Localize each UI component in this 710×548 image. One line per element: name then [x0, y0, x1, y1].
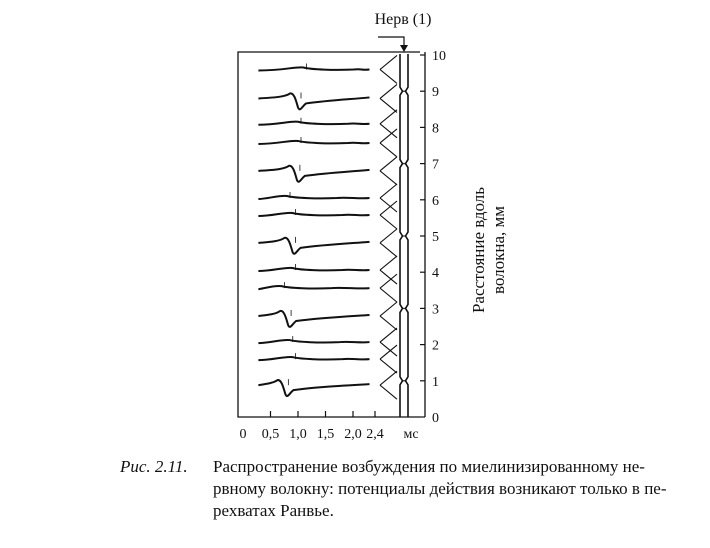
electrode	[379, 255, 398, 285]
y-tick-label: 5	[432, 230, 439, 245]
nerve-conduction-figure: Нерв (1) 0 0,5 1,0 1,5 2,0 2,4 0 1 2 3 4 5 6 7 8 9 10 м…	[237, 11, 508, 442]
electrode	[379, 200, 398, 230]
fiber-membrane-right	[404, 54, 409, 417]
action-potential-trace	[258, 92, 370, 111]
action-potential-trace	[258, 309, 370, 328]
node-of-ranvier	[403, 380, 405, 382]
electrode	[379, 183, 398, 213]
nerve-label: Нерв (1)	[375, 11, 432, 28]
x-tick-label: 1,0	[289, 427, 307, 442]
caption-line-3: рехватах Ранвье.	[213, 501, 334, 520]
recording-electrodes	[379, 55, 398, 400]
y-tick-label: 8	[432, 121, 439, 136]
action-potential-trace	[258, 120, 370, 126]
y-tick-label: 10	[432, 49, 446, 64]
action-potential-trace	[258, 164, 370, 183]
action-potential-trace	[258, 338, 370, 345]
y-tick-label: 2	[432, 339, 439, 354]
y-tick-label: 0	[432, 411, 439, 426]
action-potential-trace	[258, 194, 370, 200]
electrode	[379, 84, 398, 113]
action-potential-trace	[258, 236, 370, 255]
fiber-membrane-left	[399, 54, 404, 417]
x-tick-label: 2,0	[344, 427, 362, 442]
electrode	[379, 327, 398, 357]
electrode	[379, 128, 398, 158]
electrode	[379, 55, 398, 84]
caption-line-1: Распространение возбуждения по миелинизи…	[213, 457, 645, 476]
action-potential-trace	[258, 355, 370, 362]
electrode	[379, 109, 398, 139]
node-of-ranvier	[403, 162, 405, 165]
y-tick-label: 4	[432, 266, 439, 281]
y-tick-label: 3	[432, 302, 439, 317]
y-tick-label: 6	[432, 194, 439, 209]
x-unit-label: мс	[403, 427, 418, 442]
arrow-head-icon	[400, 45, 408, 52]
x-tick-label: 1,5	[317, 427, 335, 442]
electrode	[379, 156, 398, 186]
y-tick-label: 7	[432, 158, 439, 173]
action-potential-trace	[258, 211, 370, 218]
electrode	[379, 370, 398, 400]
action-potential-trace	[258, 66, 370, 72]
node-of-ranvier	[403, 90, 405, 92]
nerve-pointer-arrow	[378, 36, 405, 50]
x-tick-label: 0	[240, 427, 247, 442]
y-axis-label-line1: Расстояние вдоль	[469, 187, 488, 313]
electrode	[379, 273, 398, 303]
myelinated-fiber	[399, 54, 409, 417]
y-tick-label: 9	[432, 85, 439, 100]
action-potential-trace	[258, 284, 370, 291]
action-potential-trace	[258, 139, 370, 145]
caption-label: Рис. 2.11.	[120, 457, 188, 476]
y-axis-label-line2: волокна, мм	[489, 206, 508, 294]
y-tick-label: 1	[432, 375, 439, 390]
action-potential-traces	[258, 63, 370, 398]
node-of-ranvier	[403, 307, 405, 310]
x-axis: 0 0,5 1,0 1,5 2,0 2,4	[240, 411, 384, 442]
figure-frame	[237, 51, 426, 418]
electrode	[379, 228, 398, 258]
electrode	[379, 301, 398, 331]
x-tick-label: 0,5	[262, 427, 280, 442]
electrode	[379, 344, 398, 374]
action-potential-trace	[258, 266, 370, 273]
action-potential-trace	[258, 379, 370, 398]
x-tick-label: 2,4	[366, 427, 384, 442]
caption-line-2: рвному волокну: потенциалы действия возн…	[213, 479, 667, 498]
node-of-ranvier	[403, 235, 405, 237]
y-axis: 0 1 2 3 4 5 6 7 8 9 10	[420, 49, 446, 426]
